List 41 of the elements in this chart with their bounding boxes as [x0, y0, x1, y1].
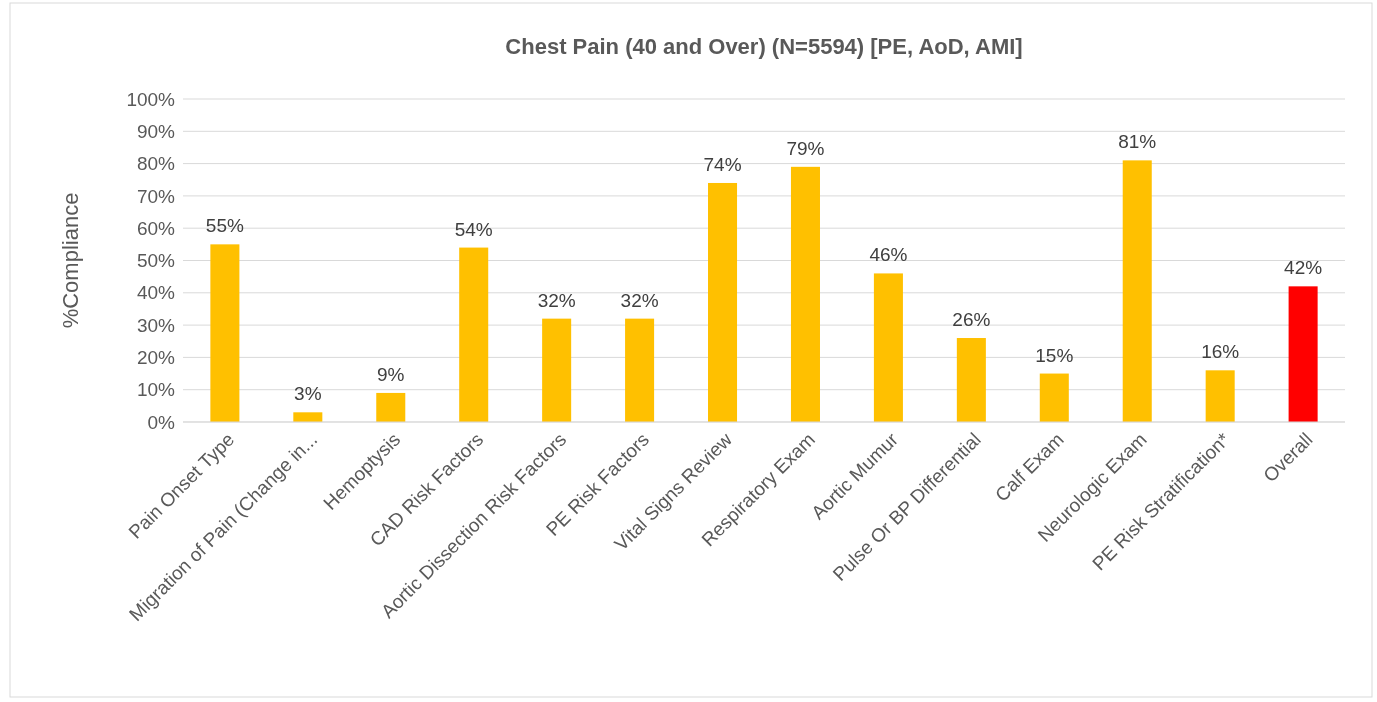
bar	[1122, 160, 1152, 422]
y-tick-label: 30%	[136, 314, 176, 336]
data-label: 16%	[1201, 341, 1240, 363]
y-tick-label: 70%	[136, 185, 176, 207]
bar	[708, 182, 738, 422]
bar	[1288, 286, 1318, 422]
y-tick-label: 20%	[136, 347, 176, 369]
data-label: 26%	[952, 309, 991, 331]
bar	[1205, 370, 1235, 422]
chart-title: Chest Pain (40 and Over) (N=5594) [PE, AoD, AMI]	[505, 34, 1023, 59]
data-label: 3%	[294, 383, 322, 405]
y-tick-label: 60%	[136, 217, 176, 239]
y-tick-label: 80%	[136, 153, 176, 175]
y-tick-label: 10%	[136, 379, 176, 401]
y-axis-title: %Compliance	[58, 192, 83, 329]
data-label: 32%	[537, 289, 576, 311]
data-label: 55%	[205, 215, 244, 237]
y-tick-label: 50%	[136, 250, 176, 272]
data-label: 42%	[1284, 257, 1323, 279]
bar	[293, 412, 323, 422]
y-tick-label: 90%	[136, 120, 176, 142]
data-label: 15%	[1035, 344, 1074, 366]
bar	[210, 244, 240, 422]
bar	[790, 166, 820, 422]
bar	[873, 273, 903, 422]
bar	[1039, 373, 1069, 422]
data-label: 32%	[620, 289, 659, 311]
bar	[625, 318, 655, 422]
y-tick-label: 0%	[147, 411, 176, 433]
data-label: 79%	[786, 137, 825, 159]
bar	[542, 318, 572, 422]
bar	[459, 247, 489, 422]
bar	[376, 392, 406, 422]
data-label: 46%	[869, 244, 908, 266]
data-label: 81%	[1118, 131, 1157, 153]
data-label: 74%	[703, 153, 742, 175]
data-label: 54%	[454, 218, 493, 240]
y-tick-label: 100%	[126, 88, 176, 110]
bar	[956, 338, 986, 422]
y-tick-label: 40%	[136, 282, 176, 304]
data-label: 9%	[377, 363, 405, 385]
